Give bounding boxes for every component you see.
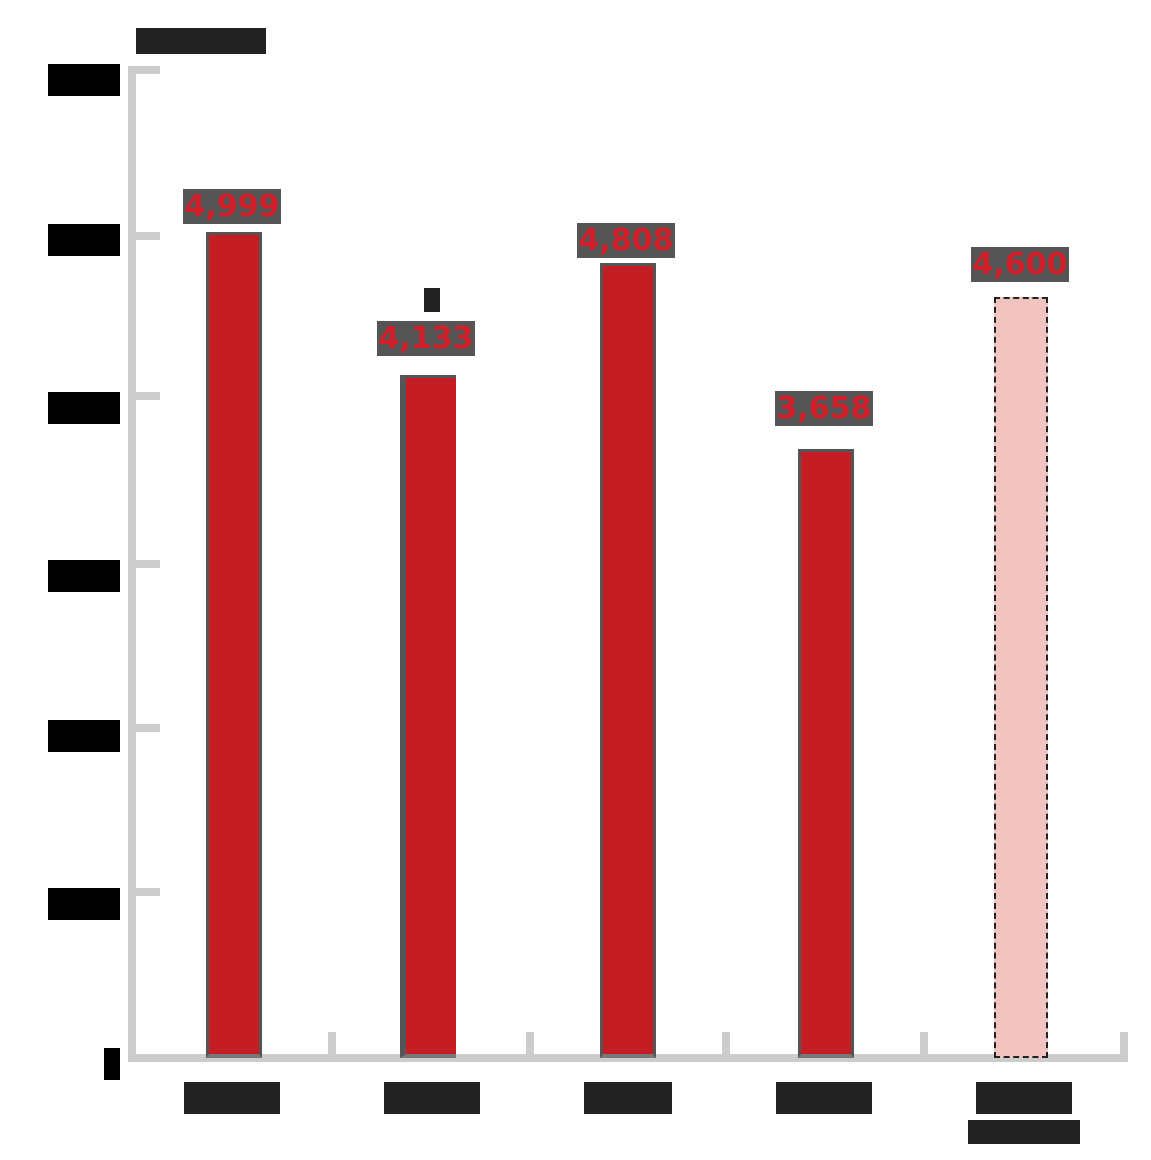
y-tick-2000 <box>136 724 160 732</box>
y-tick-label: 4,000 <box>48 392 120 424</box>
y-tick-3000 <box>136 560 160 568</box>
value-label: 3,658 <box>774 391 874 426</box>
x-category-label: ■■■■ <box>384 1082 480 1114</box>
value-label: 4,999 <box>182 189 282 224</box>
y-tick-1000 <box>136 888 160 896</box>
value-label: 4,808 <box>576 223 676 258</box>
y-tick-label: 6,000 <box>48 64 120 96</box>
bar-5-forecast <box>994 297 1048 1058</box>
x-tick <box>722 1032 730 1056</box>
bar-3 <box>600 263 656 1058</box>
annotation-marker <box>424 288 440 312</box>
value-label: 4,600 <box>970 247 1070 282</box>
y-tick-label: 1,000 <box>48 888 120 920</box>
x-category-label: ■■■■ <box>184 1082 280 1114</box>
x-tick <box>920 1032 928 1056</box>
x-category-label: ■■■■ <box>584 1082 672 1114</box>
y-tick-label: 5,000 <box>48 224 120 256</box>
y-axis-title <box>136 24 266 56</box>
y-tick-label: 3,000 <box>48 560 120 592</box>
x-category-label-line2: ■■■■■ <box>968 1120 1080 1144</box>
y-tick-5000 <box>136 232 160 240</box>
y-tick-label: 0 <box>104 1048 120 1080</box>
value-label: 4,133 <box>376 321 476 356</box>
y-tick-4000 <box>136 392 160 400</box>
bar-1 <box>206 232 262 1058</box>
x-category-label: ■■■■ <box>976 1082 1072 1114</box>
bar-4 <box>798 449 854 1058</box>
x-axis-line <box>128 1054 1128 1062</box>
x-tick <box>1120 1032 1128 1056</box>
x-tick <box>526 1032 534 1056</box>
bar-2 <box>400 375 456 1058</box>
x-category-label: ■■■■ <box>776 1082 872 1114</box>
y-tick-label: 2,000 <box>48 720 120 752</box>
y-tick-6000 <box>136 66 160 74</box>
x-tick <box>328 1032 336 1056</box>
y-axis-line <box>128 66 136 1062</box>
y-axis-title-text <box>136 27 266 54</box>
